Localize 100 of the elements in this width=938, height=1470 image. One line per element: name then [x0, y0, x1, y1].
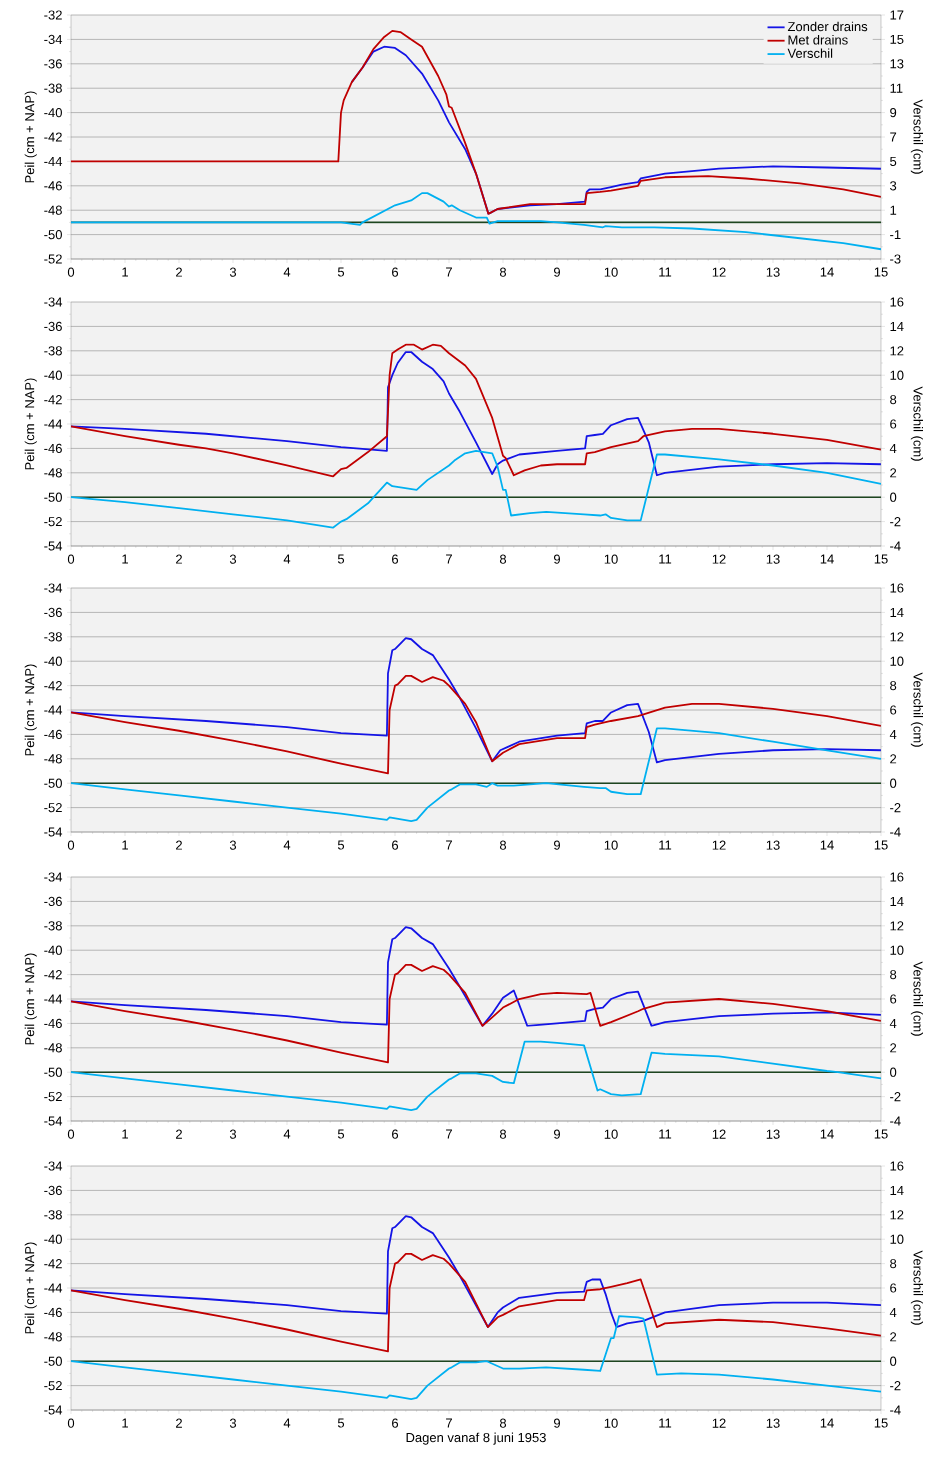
- x-tick-label: 15: [874, 554, 888, 564]
- y-tick-label: -52: [44, 517, 62, 527]
- x-tick-label: 11: [659, 554, 672, 564]
- y2-tick-label: 14: [890, 321, 904, 331]
- y-tick-label: -52: [44, 1381, 62, 1391]
- y-tick-label: -44: [44, 705, 63, 715]
- y2-tick-label: -4: [890, 541, 901, 551]
- line-series: [71, 727, 882, 822]
- y2-tick-label: 8: [890, 970, 897, 980]
- y-tick-label: -54: [44, 541, 63, 551]
- line-series: [71, 963, 882, 1064]
- y2-tick-label: 6: [890, 994, 897, 1004]
- y2-tick-label: 8: [890, 1259, 897, 1269]
- y2-tick-label: 3: [890, 181, 897, 191]
- y2-tick-label: 2: [890, 1043, 897, 1053]
- y2-tick-label: 12: [890, 921, 904, 931]
- x-tick-label: 10: [604, 1418, 618, 1428]
- y-tick-label: -32: [44, 10, 62, 20]
- y2-tick-label: 10: [890, 1234, 904, 1244]
- x-tick-label: 13: [766, 1129, 780, 1139]
- x-tick-label: 15: [874, 1129, 888, 1139]
- x-tick-label: 9: [554, 554, 561, 564]
- x-tick-label: 0: [67, 1129, 75, 1139]
- x-tick-label: 6: [392, 1129, 399, 1139]
- x-tick-label: 15: [874, 1418, 888, 1428]
- legend-label: Verschil: [787, 48, 833, 58]
- y-tick-label: -48: [44, 1332, 62, 1342]
- x-tick-label: 14: [820, 267, 834, 277]
- y-tick-label: -52: [44, 254, 62, 264]
- y-tick-label: -42: [44, 1259, 62, 1269]
- x-tick-label: 7: [446, 1129, 452, 1139]
- x-tick-label: 14: [820, 554, 834, 564]
- x-tick-label: 3: [229, 840, 237, 850]
- y2-tick-label: 12: [890, 632, 904, 642]
- x-tick-label: 9: [554, 1129, 561, 1139]
- x-tick-label: 3: [229, 267, 237, 277]
- line-series: [71, 1315, 882, 1400]
- y-tick-label: -42: [44, 395, 62, 405]
- x-tick-label: 2: [176, 840, 182, 850]
- y-tick-label: -36: [44, 1185, 62, 1196]
- x-tick-label: 4: [283, 554, 291, 564]
- legend-label: Met drains: [788, 35, 848, 45]
- y-tick-label: -34: [44, 1161, 63, 1171]
- y2-tick-label: 17: [890, 10, 904, 20]
- x-tick-label: 9: [554, 1418, 561, 1428]
- y2-tick-label: 16: [890, 583, 904, 593]
- y2-tick-label: 1: [890, 205, 897, 215]
- y-tick-label: -46: [44, 729, 62, 740]
- y2-tick-label: 4: [889, 729, 897, 739]
- x-tick-label: 6: [392, 267, 399, 277]
- y-tick-label: -48: [44, 1043, 62, 1053]
- y-tick-label: -42: [44, 132, 62, 142]
- line-series: [71, 674, 882, 775]
- x-tick-label: 11: [659, 1129, 672, 1139]
- y-tick-label: -54: [44, 1405, 63, 1415]
- y2-tick-label: 10: [890, 945, 904, 955]
- y2-axis-title: Verschil (cm): [910, 961, 923, 1036]
- x-tick-label: 14: [820, 1129, 834, 1139]
- y-tick-label: -50: [44, 230, 62, 240]
- y2-tick-label: 15: [890, 34, 904, 44]
- y-tick-label: -38: [44, 346, 62, 356]
- y-tick-label: -36: [44, 607, 62, 618]
- y2-tick-label: -4: [890, 1405, 901, 1415]
- x-tick-label: 10: [604, 840, 618, 850]
- x-tick-label: 9: [554, 267, 561, 277]
- x-tick-label: 3: [229, 554, 237, 564]
- y2-tick-label: 2: [890, 754, 897, 764]
- y-tick-label: -38: [44, 921, 62, 931]
- y-tick-label: -50: [44, 1356, 62, 1366]
- y-axis-title: Peil (cm + NAP): [24, 953, 37, 1045]
- y2-axis-title: Verschil (cm): [910, 1250, 923, 1325]
- y-axis-title: Peil (cm + NAP): [24, 664, 37, 756]
- x-tick-label: 6: [392, 554, 399, 564]
- y2-tick-label: 12: [890, 346, 904, 356]
- x-tick-label: 0: [67, 554, 75, 564]
- y-tick-label: -44: [44, 419, 63, 429]
- x-tick-label: 3: [229, 1129, 237, 1139]
- y-tick-label: -42: [44, 970, 62, 980]
- y2-tick-label: -2: [890, 1092, 901, 1102]
- x-tick-label: 14: [820, 840, 834, 850]
- x-tick-label: 12: [712, 1129, 726, 1139]
- y2-tick-label: 0: [890, 492, 897, 502]
- y2-tick-label: 0: [890, 1356, 897, 1366]
- y-tick-label: -38: [44, 83, 62, 93]
- x-tick-label: 13: [766, 267, 780, 277]
- y2-tick-label: -4: [890, 1116, 901, 1126]
- y-tick-label: -40: [44, 1234, 62, 1244]
- x-tick-label: 1: [122, 1418, 128, 1428]
- x-tick-label: 4: [283, 840, 291, 850]
- x-tick-label: 0: [67, 840, 75, 850]
- y2-tick-label: 16: [890, 872, 904, 882]
- y-tick-label: -46: [44, 1307, 62, 1318]
- x-tick-label: 5: [337, 840, 345, 850]
- x-tick-label: 15: [874, 840, 888, 850]
- y2-tick-label: 10: [890, 370, 904, 380]
- x-tick-label: 0: [67, 1418, 75, 1428]
- y2-tick-label: 6: [890, 705, 897, 715]
- x-tick-label: 13: [766, 840, 780, 850]
- y2-tick-label: 4: [889, 1307, 897, 1317]
- y-tick-label: -50: [44, 1067, 62, 1077]
